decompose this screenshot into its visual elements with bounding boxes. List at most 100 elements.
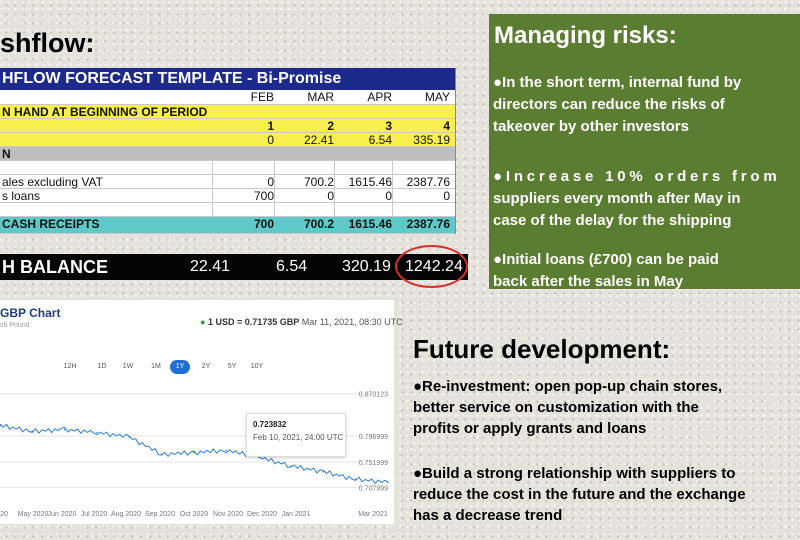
risk-line: ●Initial loans (£700) can be paid: [493, 251, 719, 268]
table-row: s loans 700 0 0 0: [0, 189, 455, 203]
cash-balance-value: 6.54: [276, 258, 308, 275]
future-line: profits or apply grants and loans: [413, 420, 647, 437]
data-point: [128, 436, 131, 438]
table-cell: 1: [267, 119, 274, 133]
table-cell: 700.2: [303, 175, 334, 189]
range-button[interactable]: 5Y: [227, 363, 237, 370]
table-cell: 2: [327, 119, 334, 133]
cash-balance-label: H BALANCE: [2, 257, 108, 277]
tooltip-value: 0.723832: [253, 420, 287, 429]
month-header: APR: [367, 90, 392, 104]
row-label: s loans: [2, 189, 41, 203]
month-header: MAR: [307, 90, 334, 104]
table-cell: 3: [385, 119, 392, 133]
rate-text: 1 USD = 0.71735 GBP: [207, 317, 300, 327]
data-point: [225, 449, 228, 452]
table-cell: 6.54: [368, 133, 392, 147]
range-button[interactable]: 1W: [122, 363, 134, 370]
table-cell: 700: [253, 189, 274, 203]
table-cell: 0: [267, 133, 274, 147]
risk-line: back after the sales in May: [493, 273, 684, 289]
table-cell: 700: [253, 217, 274, 231]
future-line: better service on customization with the: [413, 399, 699, 416]
risk-line: ●Increase 10% orders from: [493, 168, 781, 185]
range-button[interactable]: 10Y: [250, 363, 264, 370]
y-tick-label: 0.707999: [359, 485, 388, 492]
data-point: [31, 430, 34, 433]
data-point: [322, 470, 325, 473]
table-row: N HAND AT BEGINNING OF PERIOD: [0, 105, 455, 119]
table-cell: 1615.46: [348, 217, 392, 231]
data-point: [63, 428, 66, 431]
managing-risks-panel: Managing risks: ●In the short term, inte…: [489, 14, 800, 289]
risk-line: case of the delay for the shipping: [493, 212, 732, 229]
table-row: [0, 203, 455, 217]
y-tick-label: 0.870123: [359, 392, 388, 399]
future-line: has a decrease trend: [413, 507, 563, 524]
risk-line: ●In the short term, internal fund by: [493, 74, 742, 91]
range-button[interactable]: 12H: [63, 363, 77, 370]
range-button[interactable]: 1M: [151, 363, 161, 370]
x-tick-label: Mar 2021: [358, 511, 388, 518]
row-label: N: [2, 147, 11, 161]
chart-tooltip: 0.723832 Feb 10, 2021, 24:00 UTC: [246, 413, 346, 457]
risk-item: ●Initial loans (£700) can be paid back a…: [493, 249, 800, 289]
range-button[interactable]: 1Y: [170, 360, 190, 374]
data-point: [193, 451, 195, 454]
gbp-chart-panel: 0.870123 0.796999 0.751999 0.707999 20 May 20…: [0, 300, 403, 524]
live-dot-icon: ●: [200, 317, 206, 327]
table-cell: 1615.46: [348, 175, 392, 189]
table-cell: 335.19: [413, 133, 450, 147]
future-line: ●Re-investment: open pop-up chain stores…: [413, 378, 723, 395]
x-tick-label: Jul 2020: [81, 511, 108, 518]
x-tick-label: May 2020: [18, 511, 49, 518]
risks-title: Managing risks:: [494, 22, 677, 49]
data-point: [354, 478, 357, 481]
table-cell: 0: [327, 189, 334, 203]
x-tick-label: Jun 2020: [48, 511, 77, 518]
table-cell: 0: [443, 189, 450, 203]
row-label: N HAND AT BEGINNING OF PERIOD: [2, 105, 208, 119]
table-cell: 0: [267, 175, 274, 189]
cash-balance-value: 22.41: [190, 258, 231, 275]
table-cell: 22.41: [303, 133, 334, 147]
data-point: [96, 431, 98, 434]
x-tick-label: Jan 2021: [282, 511, 311, 518]
data-point: [290, 465, 292, 467]
row-label: CASH RECEIPTS: [2, 217, 100, 231]
gbp-series-line: [0, 423, 389, 485]
forecast-body: N HAND AT BEGINNING OF PERIOD 1 2 3 4 0 22.41 6…: [0, 105, 455, 234]
future-item: ●Build a strong relationship with suppli…: [413, 463, 800, 526]
table-cell: 0: [385, 189, 392, 203]
risk-item: ●Increase 10% orders from suppliers ever…: [493, 166, 800, 232]
cashflow-heading: shflow:: [0, 28, 95, 58]
x-tick-label: 20: [0, 511, 8, 518]
risk-line: takeover by other investors: [493, 118, 689, 135]
table-cell: 4: [443, 119, 450, 133]
month-header: FEB: [250, 90, 274, 104]
table-cell: 2387.76: [406, 175, 450, 189]
x-tick-label: Aug 2020: [111, 511, 141, 518]
table-cell: 700.2: [303, 217, 334, 231]
risk-item: ●In the short term, internal fund by dir…: [493, 72, 800, 138]
table-row: 1 2 3 4: [0, 119, 455, 133]
risk-line: suppliers every month after May in: [493, 190, 741, 207]
gbp-line-chart: 0.870123 0.796999 0.751999 0.707999 20 May 20…: [0, 392, 389, 518]
table-row: 0 22.41 6.54 335.19: [0, 133, 455, 147]
tooltip-date: Feb 10, 2021, 24:00 UTC: [253, 433, 344, 442]
exchange-rate-readout: ● 1 USD = 0.71735 GBP Mar 11, 2021, 08:3…: [200, 317, 403, 327]
future-line: ●Build a strong relationship with suppli…: [413, 465, 736, 482]
cash-balance-value: 320.19: [342, 258, 391, 275]
data-point: [387, 481, 389, 483]
x-tick-label: Oct 2020: [180, 511, 209, 518]
range-button[interactable]: 1D: [97, 363, 107, 370]
table-row: CASH RECEIPTS 700 700.2 1615.46 2387.76: [0, 217, 455, 234]
y-tick-label: 0.751999: [359, 460, 388, 467]
future-item: ●Re-investment: open pop-up chain stores…: [413, 376, 800, 439]
range-button[interactable]: 2Y: [201, 363, 211, 370]
rate-time: Mar 11, 2021, 08:30 UTC: [301, 317, 403, 327]
chart-subtitle: sh Pound: [0, 322, 30, 329]
forecast-title: HFLOW FORECAST TEMPLATE - Bi-Promise: [0, 68, 455, 90]
risk-line: directors can reduce the risks of: [493, 96, 725, 113]
row-label: ales excluding VAT: [2, 175, 103, 189]
